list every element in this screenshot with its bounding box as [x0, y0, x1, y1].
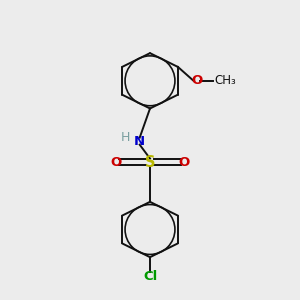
Text: H: H	[120, 130, 130, 143]
Text: N: N	[134, 135, 145, 148]
Text: CH₃: CH₃	[215, 74, 236, 87]
Text: O: O	[110, 156, 122, 169]
Text: O: O	[178, 156, 190, 169]
Text: O: O	[191, 74, 203, 87]
Text: Cl: Cl	[143, 269, 157, 283]
Text: S: S	[145, 155, 155, 170]
